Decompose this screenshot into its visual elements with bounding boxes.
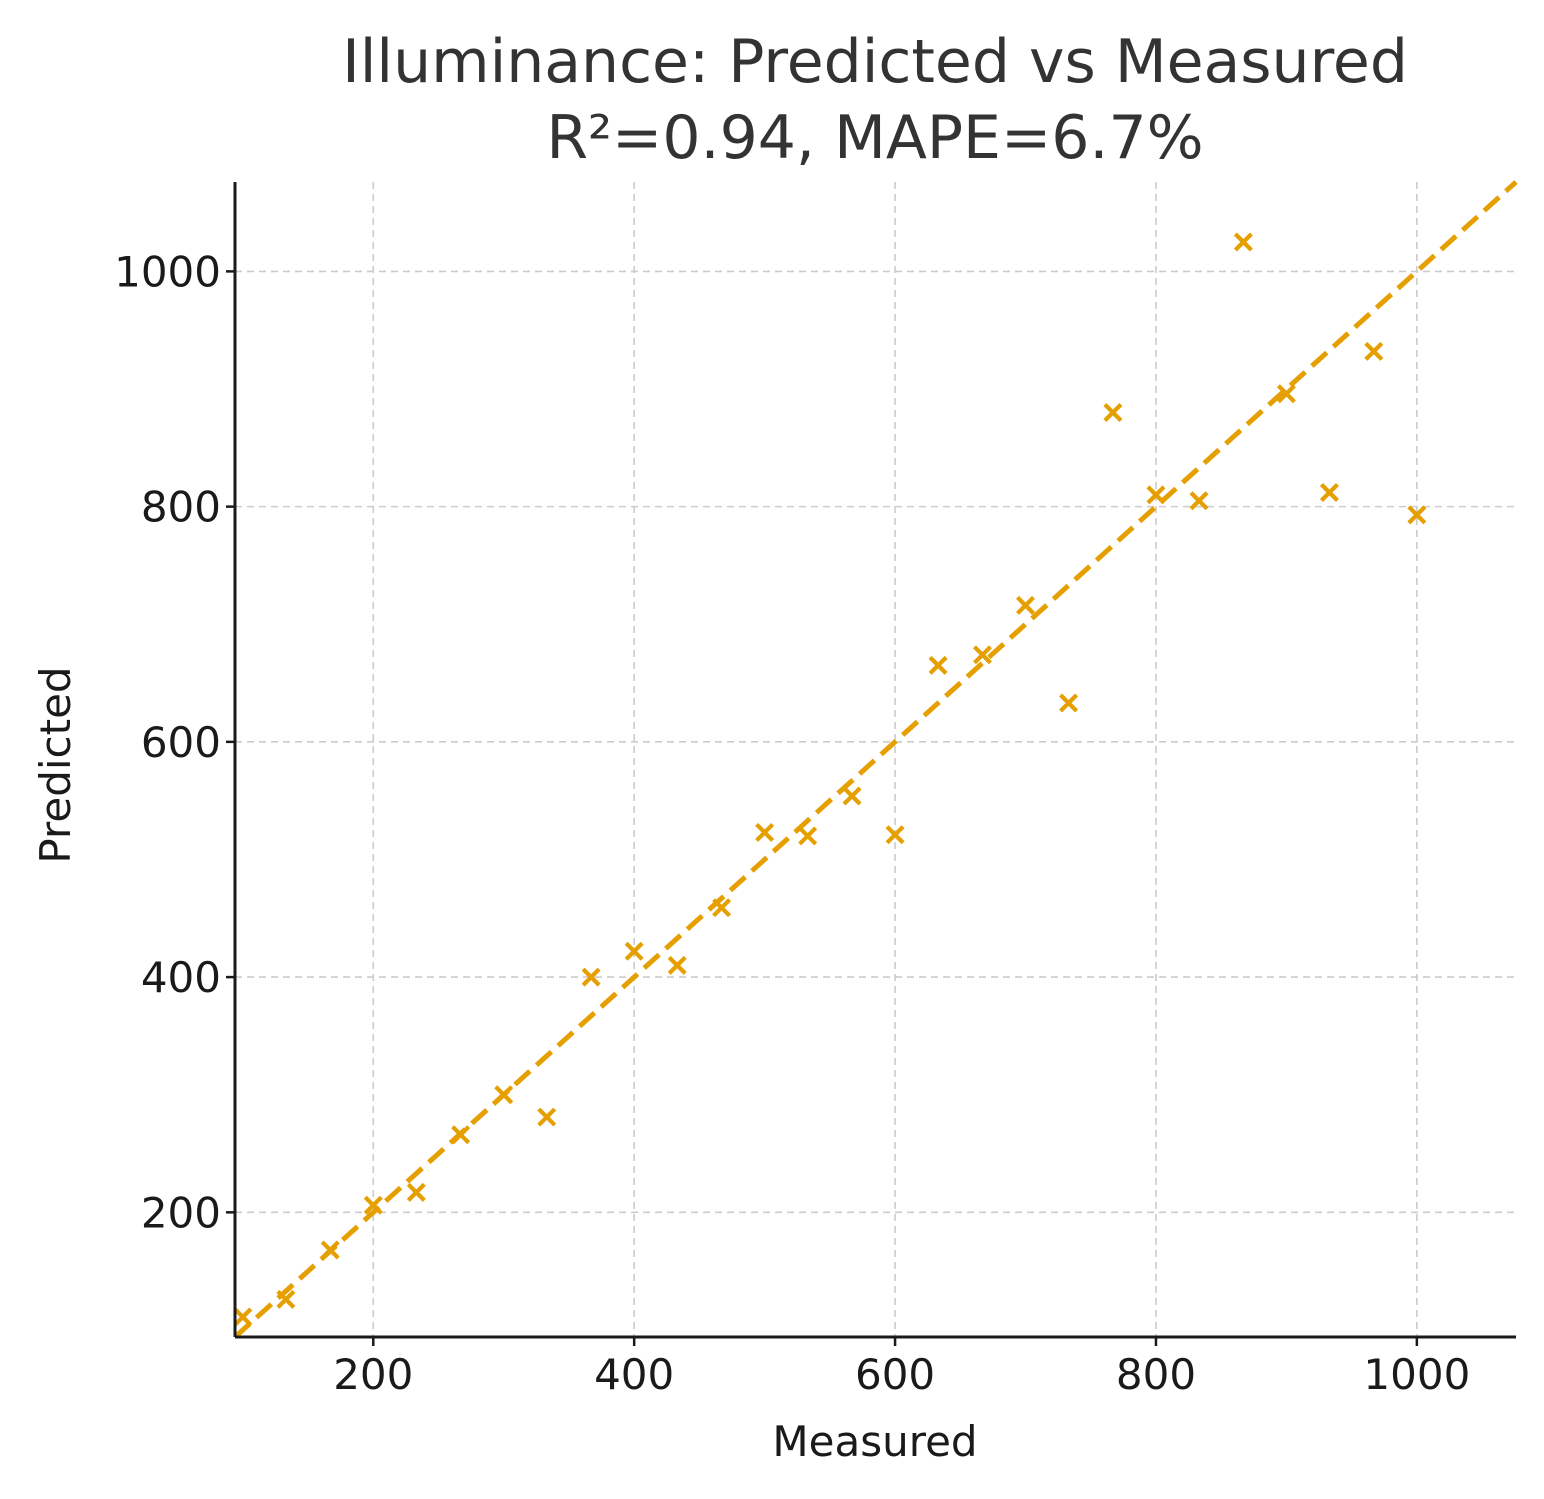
y-tick-label: 800 [141, 483, 221, 532]
data-point [406, 1182, 426, 1202]
y-tick-label: 600 [141, 718, 221, 767]
x-tick-label: 1000 [1363, 1350, 1470, 1399]
chart-subtitle: R²=0.94, MAPE=6.7% [546, 103, 1203, 173]
data-point [712, 898, 732, 918]
data-point [451, 1125, 471, 1145]
data-point [276, 1289, 296, 1309]
data-point [1407, 505, 1427, 525]
data-point [1059, 693, 1079, 713]
x-tick-label: 600 [855, 1350, 935, 1399]
data-point [1146, 485, 1166, 505]
data-point [667, 955, 687, 975]
reference-line [233, 180, 1518, 1339]
y-tick-label: 200 [141, 1188, 221, 1237]
data-point [798, 826, 818, 846]
y-tick-label: 1000 [114, 247, 221, 296]
data-point [1233, 232, 1253, 252]
grid-lines [235, 182, 1516, 1337]
data-point [1276, 384, 1296, 404]
data-point [928, 655, 948, 675]
y-axis-ticks: 200 400 600 800 1000 [114, 247, 235, 1237]
data-point [1189, 491, 1209, 511]
data-point [755, 822, 775, 842]
reference-line-layer [233, 180, 1518, 1339]
chart-title: Illuminance: Predicted vs Measured [342, 27, 1408, 97]
data-point [1103, 403, 1123, 423]
x-tick-label: 400 [594, 1350, 674, 1399]
y-tick-label: 400 [141, 953, 221, 1002]
data-points [233, 232, 1427, 1327]
data-point [1319, 483, 1339, 502]
data-point [842, 786, 862, 806]
x-tick-label: 200 [333, 1350, 413, 1399]
data-point [233, 1307, 253, 1327]
data-point [885, 825, 905, 845]
data-point [1364, 341, 1384, 361]
data-point [581, 967, 601, 987]
data-point [537, 1107, 557, 1127]
data-point [363, 1195, 383, 1215]
y-axis-label: Predicted [31, 666, 80, 863]
data-point [1016, 595, 1036, 615]
x-axis-ticks: 200 400 600 800 1000 [333, 1337, 1470, 1399]
data-point [624, 941, 644, 961]
data-point [320, 1240, 340, 1260]
data-point [494, 1085, 514, 1105]
x-tick-label: 800 [1116, 1350, 1196, 1399]
data-point [972, 645, 992, 665]
x-axis-label: Measured [772, 1417, 977, 1466]
